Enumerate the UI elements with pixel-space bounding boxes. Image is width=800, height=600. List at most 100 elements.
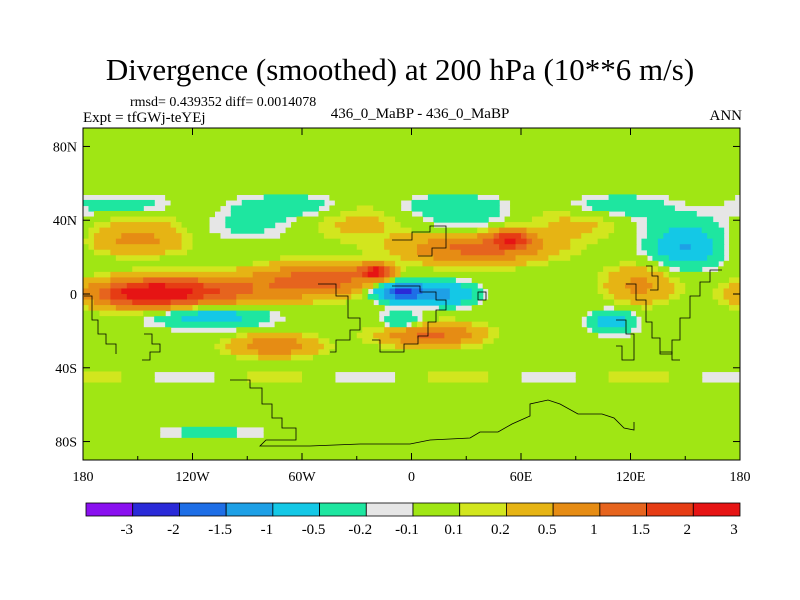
field-cell <box>99 288 111 295</box>
field-cell <box>203 294 237 301</box>
field-cell <box>165 194 237 201</box>
coastline-south-america <box>318 283 361 353</box>
field-cell <box>603 294 615 301</box>
colorbar-label: 0.5 <box>538 522 557 538</box>
field-cell <box>597 288 610 295</box>
field-cell <box>526 233 539 240</box>
field-cell <box>280 266 358 273</box>
field-cell <box>460 299 478 306</box>
field-cell <box>718 266 740 273</box>
field-cell <box>608 371 670 378</box>
field-cell <box>384 327 407 334</box>
field-cell <box>236 299 314 306</box>
field-cell <box>586 316 599 323</box>
field-cell <box>449 294 473 301</box>
field-cell <box>652 255 670 262</box>
field-cell <box>83 222 95 229</box>
field-cell <box>510 211 544 218</box>
field-cell <box>389 332 418 339</box>
field-cell <box>449 288 473 295</box>
field-cell <box>729 282 740 290</box>
field-cell <box>83 271 95 278</box>
field-cell <box>83 249 95 256</box>
field-cell <box>154 316 183 323</box>
field-cell <box>170 199 226 207</box>
field-cell <box>219 288 254 295</box>
colorbar-swatch <box>692 502 741 517</box>
field-cell <box>641 321 740 328</box>
field-cell <box>192 238 341 245</box>
field-cell <box>570 244 588 251</box>
field-cell <box>362 260 385 267</box>
field-cell <box>488 332 500 339</box>
field-cell <box>334 343 380 350</box>
field-cell <box>285 316 380 323</box>
field-cell <box>646 233 664 240</box>
field-cell <box>548 260 621 267</box>
field-cell <box>477 233 495 240</box>
field-cell <box>110 249 166 256</box>
field-cell <box>88 244 95 251</box>
field-cell <box>652 305 730 312</box>
field-cell <box>641 327 740 334</box>
field-cell <box>406 327 467 334</box>
field-cell <box>362 338 380 345</box>
field-cell <box>230 211 303 218</box>
field-cell <box>657 244 681 251</box>
field-cell <box>291 349 320 356</box>
field-cell <box>83 332 237 339</box>
field-cell <box>83 277 111 284</box>
field-cell <box>170 299 199 306</box>
field-cell <box>712 249 725 256</box>
field-cell <box>83 199 155 207</box>
field-cell <box>323 233 391 240</box>
field-cell <box>83 139 740 146</box>
field-cell <box>83 399 740 406</box>
field-cell <box>515 244 528 251</box>
field-cell <box>362 271 369 278</box>
field-cell <box>192 305 199 312</box>
colorbar-label: -0.1 <box>395 522 419 538</box>
field-cell <box>608 288 632 295</box>
field-cell <box>83 144 740 151</box>
chart-title: Divergence (smoothed) at 200 hPa (10**6 … <box>105 52 695 87</box>
field-cell <box>181 222 210 229</box>
coastline-australia <box>660 351 680 361</box>
field-cell <box>559 216 571 223</box>
field-cell <box>110 282 128 290</box>
field-cell <box>148 282 166 290</box>
field-cell <box>318 338 330 345</box>
field-cell <box>411 199 500 207</box>
field-cell <box>83 388 740 395</box>
field-cell <box>641 238 659 245</box>
field-cell <box>83 216 111 223</box>
field-cell <box>93 211 215 218</box>
coastline-japan <box>646 265 659 291</box>
field-cell <box>400 255 434 262</box>
field-cell <box>225 222 276 229</box>
field-cell <box>608 194 637 201</box>
field-cell <box>93 233 122 240</box>
field-cell <box>614 227 637 234</box>
field-cell <box>389 277 396 284</box>
field-cell <box>499 194 582 201</box>
field-cell <box>389 249 418 256</box>
field-cell <box>176 216 210 223</box>
field-cell <box>225 343 248 350</box>
field-cell <box>488 227 500 234</box>
colorbar-swatch <box>272 502 320 517</box>
field-cell <box>422 321 473 328</box>
field-cell <box>258 349 292 356</box>
field-cell <box>280 233 325 240</box>
field-cell <box>83 349 221 356</box>
field-cell <box>471 332 489 339</box>
field-cell <box>389 310 413 317</box>
field-cell <box>679 244 692 251</box>
field-cell <box>121 377 155 384</box>
field-cell <box>110 222 172 229</box>
field-cell <box>83 161 740 168</box>
field-cell <box>312 299 347 306</box>
field-cell <box>384 288 391 295</box>
coastline-americas-west <box>84 295 117 354</box>
field-cell <box>389 233 478 240</box>
